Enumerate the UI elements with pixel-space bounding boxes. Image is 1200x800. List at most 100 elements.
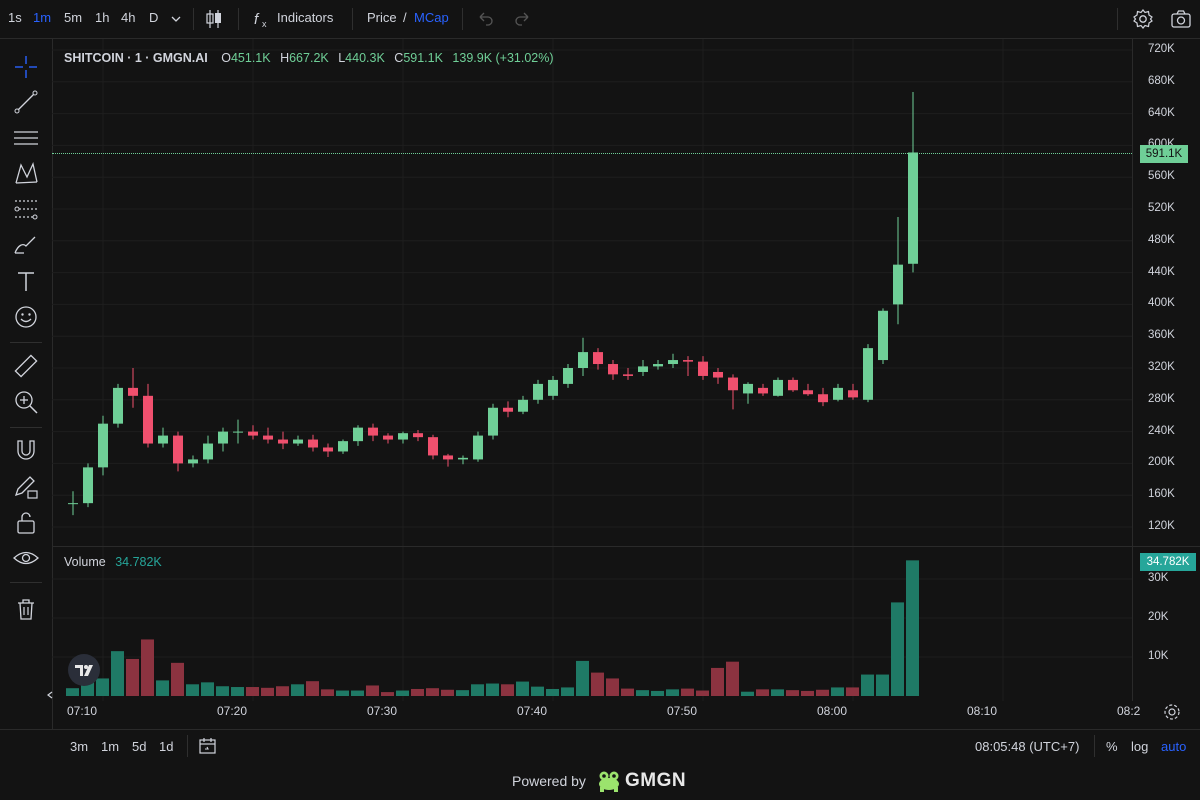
candle-body [593,352,603,365]
time-tick: 07:20 [217,704,248,718]
price-tick: 120K [1148,520,1175,532]
scroll-left-icon[interactable] [46,690,54,700]
interval-5m[interactable]: 5m [64,10,83,25]
volume-bar [486,683,499,696]
ruler-icon[interactable] [12,352,40,380]
price-tick: 520K [1148,202,1175,214]
log-toggle[interactable]: log [1131,739,1149,754]
price-mcap-separator: / [403,10,407,25]
range-1d[interactable]: 1d [159,739,174,754]
time-tick: 08:00 [817,704,848,718]
gmgn-frog-logo-icon [599,771,619,792]
volume-bar [111,651,124,696]
volume-bar [561,687,574,696]
function-icon[interactable]: f x [252,9,272,29]
divider [238,8,239,30]
indicators-button[interactable]: Indicators [277,10,334,25]
mcap-toggle[interactable]: MCap [414,10,449,25]
candle-body [248,431,258,436]
gmgn-brand[interactable]: GMGN [625,770,687,791]
price-tick: 200K [1148,456,1175,468]
price-tick: 280K [1148,393,1175,405]
horizontal-lines-icon[interactable] [12,124,40,152]
current-volume-badge: 34.782K [1140,553,1196,571]
divider [10,342,42,343]
undo-icon[interactable] [477,11,495,27]
price-tick: 240K [1148,425,1175,437]
price-tick: 160K [1148,488,1175,500]
trash-icon[interactable] [12,595,40,623]
candle-body [458,457,468,460]
eye-icon[interactable] [12,544,40,572]
range-3m[interactable]: 3m [70,739,89,754]
volume-bar [141,639,154,696]
volume-tick: 10K [1148,650,1169,662]
candle-body [578,352,588,368]
auto-toggle[interactable]: auto [1161,739,1187,754]
candle-body [278,439,288,444]
volume-bar [576,660,589,696]
chevron-down-icon[interactable] [170,13,182,25]
magnet-icon[interactable] [12,437,40,465]
price-tick: 640K [1148,107,1175,119]
volume-bar [96,678,109,696]
volume-bar [711,667,724,696]
candlestick-chart-icon[interactable] [204,8,224,30]
interval-d[interactable]: D [149,10,159,25]
volume-bar [441,689,454,696]
time-tick: 08:10 [967,704,998,718]
range-1m[interactable]: 1m [101,739,120,754]
clock-timezone[interactable]: 08:05:48 (UTC+7) [975,739,1080,754]
candle-body [518,399,528,412]
pattern-icon[interactable] [12,159,40,187]
symbol-title[interactable]: SHITCOIN · 1 · GMGN.AI [64,51,208,65]
candles [68,91,918,516]
candle-body [803,390,813,395]
range-5d[interactable]: 5d [132,739,147,754]
calendar-range-icon[interactable] [197,736,219,756]
zoom-in-icon[interactable] [12,388,40,416]
interval-1s[interactable]: 1s [8,10,22,25]
volume-bar [321,689,334,696]
camera-icon[interactable] [1170,9,1192,29]
volume-bar [366,685,379,696]
settings-icon[interactable] [1162,702,1182,722]
candle-body [383,435,393,440]
svg-text:x: x [262,19,267,29]
emoji-icon[interactable] [12,303,40,331]
fib-retracement-icon[interactable] [12,195,40,223]
change-value: 139.9K (+31.02%) [452,51,554,65]
pane-divider[interactable] [52,546,1200,547]
pencil-lock-icon[interactable] [12,473,40,501]
volume-legend: Volume 34.782K [64,555,162,569]
interval-4h[interactable]: 4h [121,10,136,25]
brush-icon[interactable] [12,231,40,259]
unlock-icon[interactable] [12,509,40,537]
time-tick: 07:50 [667,704,698,718]
candle-body [623,374,633,376]
text-icon[interactable] [12,267,40,295]
trend-line-icon[interactable] [12,88,40,116]
candle-body [773,379,783,396]
volume-label[interactable]: Volume [64,555,106,569]
interval-1m[interactable]: 1m [33,10,52,25]
crosshair-icon[interactable] [12,53,40,81]
price-chart[interactable] [52,39,1132,701]
candle-body [788,379,798,391]
volume-bar [351,690,364,696]
gear-icon[interactable] [1132,8,1154,30]
percent-toggle[interactable]: % [1106,739,1118,754]
time-tick: 07:40 [517,704,548,718]
price-toggle[interactable]: Price [367,10,397,25]
volume-bar [756,689,769,696]
redo-icon[interactable] [513,11,531,27]
volume-bar [591,672,604,696]
low-value: 440.3K [345,51,385,65]
tradingview-logo[interactable] [68,654,100,686]
volume-value: 34.782K [115,555,162,569]
candle-body [203,443,213,460]
divider [1094,735,1095,757]
candle-body [98,423,108,468]
interval-1h[interactable]: 1h [95,10,110,25]
candle-body [128,387,138,396]
